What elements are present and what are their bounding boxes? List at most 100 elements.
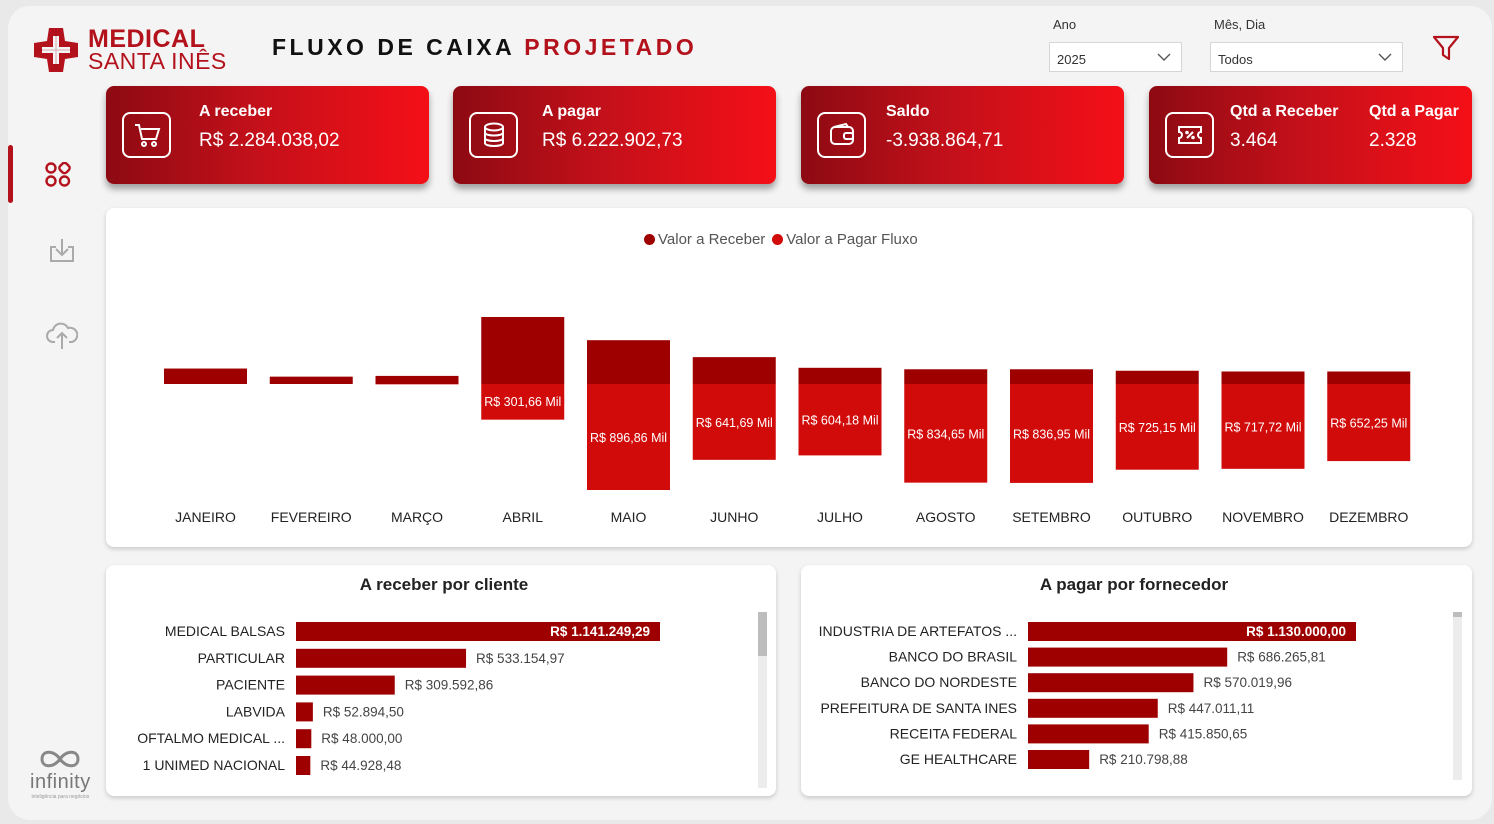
bar-receber[interactable] xyxy=(1327,371,1411,384)
kpi-qtd-receber-label: Qtd a Receber xyxy=(1230,103,1339,120)
y-category-label: LABVIDA xyxy=(226,703,286,719)
page-title-main: FLUXO DE CAIXA xyxy=(272,34,515,60)
bar-receber[interactable] xyxy=(587,340,670,384)
bar-pagar[interactable] xyxy=(1115,384,1199,470)
hbar[interactable] xyxy=(1028,673,1194,693)
legend-item-pagar[interactable]: Valor a Pagar Fluxo xyxy=(772,231,918,248)
kpi-card-quantidades: Qtd a Receber 3.464 Qtd a Pagar 2.328 xyxy=(1149,86,1472,184)
download-icon[interactable] xyxy=(47,237,77,265)
bar-receber[interactable] xyxy=(1115,370,1199,384)
brand-line2: SANTA INÊS xyxy=(88,48,227,74)
filter-ano-value: 2025 xyxy=(1057,52,1086,67)
y-category-label: 1 UNIMED NACIONAL xyxy=(143,757,286,773)
filter-ano-select[interactable]: 2025 xyxy=(1049,42,1182,72)
hbar-data-label: R$ 415.850,65 xyxy=(1159,726,1248,741)
bar-receber[interactable] xyxy=(904,369,988,384)
bar-receber[interactable] xyxy=(692,357,776,384)
x-tick-label: JUNHO xyxy=(710,509,758,525)
filter-mes-value: Todos xyxy=(1218,52,1253,67)
pagar-scrollbar[interactable] xyxy=(1453,612,1462,780)
hbar[interactable] xyxy=(1028,647,1228,667)
kpi-pagar-label: A pagar xyxy=(542,103,601,120)
cart-icon xyxy=(122,112,171,158)
hbar[interactable] xyxy=(296,729,312,749)
bar-data-label: R$ 834,65 Mil xyxy=(907,427,984,441)
bar-receber[interactable] xyxy=(1221,371,1305,384)
x-tick-label: DEZEMBRO xyxy=(1329,509,1408,525)
bar-receber[interactable] xyxy=(375,375,459,384)
hbar[interactable] xyxy=(296,622,660,641)
filter-mes-select[interactable]: Todos xyxy=(1210,42,1403,72)
bar-receber[interactable] xyxy=(164,368,247,384)
x-tick-label: SETEMBRO xyxy=(1012,509,1091,525)
x-tick-label: MARÇO xyxy=(391,509,443,525)
x-tick-label: MAIO xyxy=(611,509,647,525)
hbar-data-label: R$ 570.019,96 xyxy=(1203,675,1292,690)
hbar[interactable] xyxy=(1028,724,1149,744)
ticket-icon xyxy=(1165,112,1214,158)
hbar-data-label: R$ 52.894,50 xyxy=(323,704,404,719)
hbar-data-label: R$ 309.592,86 xyxy=(405,678,494,693)
legend-label-receber: Valor a Receber xyxy=(658,231,766,248)
medical-cross-icon xyxy=(34,28,78,72)
bar-pagar[interactable] xyxy=(481,384,565,420)
kpi-card-receber: A receber R$ 2.284.038,02 xyxy=(106,86,429,184)
x-tick-label: JULHO xyxy=(817,509,863,525)
bar-pagar[interactable] xyxy=(1327,384,1411,462)
hbar[interactable] xyxy=(1028,750,1090,769)
receber-scrollbar[interactable] xyxy=(758,612,767,788)
wallet-icon xyxy=(817,112,866,158)
hbar-data-label: R$ 1.141.249,29 xyxy=(550,624,650,639)
chevron-down-icon xyxy=(1378,53,1392,61)
kpi-receber-value: R$ 2.284.038,02 xyxy=(199,130,340,151)
bar-data-label: R$ 641,69 Mil xyxy=(696,416,773,430)
hbar[interactable] xyxy=(296,702,313,722)
apps-icon[interactable] xyxy=(45,162,73,188)
x-tick-label: AGOSTO xyxy=(916,509,976,525)
kpi-saldo-label: Saldo xyxy=(886,103,930,120)
infinity-logo-icon xyxy=(40,750,80,768)
legend-item-receber[interactable]: Valor a Receber xyxy=(644,231,765,248)
kpi-saldo-value: -3.938.864,71 xyxy=(886,130,1004,151)
bar-data-label: R$ 604,18 Mil xyxy=(801,414,878,428)
hbar[interactable] xyxy=(1028,622,1356,641)
bar-pagar[interactable] xyxy=(798,384,882,456)
y-category-label: GE HEALTHCARE xyxy=(900,751,1017,767)
hbar[interactable] xyxy=(296,756,311,775)
bar-receber[interactable] xyxy=(269,376,353,384)
page-title: FLUXO DE CAIXA PROJETADO xyxy=(272,34,697,61)
bar-pagar[interactable] xyxy=(692,384,776,460)
hbar-data-label: R$ 44.928,48 xyxy=(320,758,401,773)
bar-pagar[interactable] xyxy=(1010,384,1093,483)
receber-por-cliente-chart: MEDICAL BALSAS R$ 1.141.249,29 PARTICULAR R… xyxy=(137,622,660,775)
filter-funnel-icon[interactable] xyxy=(1432,34,1460,62)
hbar-data-label: R$ 686.265,81 xyxy=(1237,650,1326,665)
bar-data-label: R$ 836,95 Mil xyxy=(1013,427,1090,441)
bar-pagar[interactable] xyxy=(587,384,670,490)
receber-por-cliente-panel xyxy=(106,565,776,796)
bar-pagar[interactable] xyxy=(904,384,988,483)
y-category-label: PREFEITURA DE SANTA INES xyxy=(820,700,1017,716)
receber-scroll-thumb[interactable] xyxy=(758,612,767,656)
bar-receber[interactable] xyxy=(798,367,882,384)
brand-line1: MEDICAL xyxy=(88,25,206,53)
bar-receber[interactable] xyxy=(481,317,565,384)
x-tick-label: OUTUBRO xyxy=(1122,509,1192,525)
x-tick-label: ABRIL xyxy=(503,509,544,525)
bar-receber[interactable] xyxy=(1010,369,1093,384)
company-logo: MEDICAL SANTA INÊS xyxy=(32,26,227,74)
hbar[interactable] xyxy=(1028,698,1158,718)
hbar[interactable] xyxy=(296,675,395,695)
infinity-name: infinity xyxy=(30,771,91,793)
chevron-down-icon xyxy=(1157,53,1171,61)
receber-chart-title: A receber por cliente xyxy=(359,575,529,594)
upload-icon[interactable] xyxy=(46,322,78,350)
kpi-pagar-value: R$ 6.222.902,73 xyxy=(542,130,683,151)
hbar-data-label: R$ 447.011,11 xyxy=(1168,701,1255,716)
bar-pagar[interactable] xyxy=(1221,384,1305,469)
page-title-accent: PROJETADO xyxy=(524,34,698,60)
pagar-scroll-thumb[interactable] xyxy=(1453,612,1462,617)
hbar[interactable] xyxy=(296,648,467,668)
kpi-qtd-pagar-label: Qtd a Pagar xyxy=(1369,103,1459,120)
x-tick-label: JANEIRO xyxy=(175,509,236,525)
